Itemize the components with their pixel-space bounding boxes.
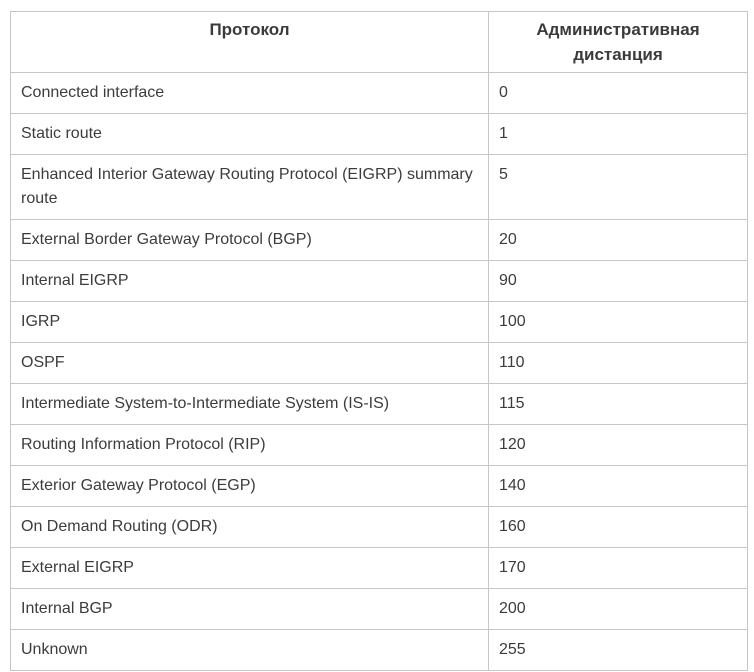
protocol-cell: Unknown [10,629,489,671]
protocol-column-header: Протокол [10,11,489,73]
protocol-cell: Internal BGP [10,588,489,630]
distance-cell: 20 [488,219,748,261]
distance-cell: 160 [488,506,748,548]
distance-cell: 120 [488,424,748,466]
protocol-cell: Intermediate System-to-Intermediate Syst… [10,383,489,425]
distance-cell: 100 [488,301,748,343]
protocol-cell: OSPF [10,342,489,384]
table-row: Connected interface 0 [10,72,748,114]
table-row: Intermediate System-to-Intermediate Syst… [10,383,748,425]
table-row: Unknown 255 [10,629,748,671]
distance-cell: 255 [488,629,748,671]
distance-cell: 170 [488,547,748,589]
protocol-cell: IGRP [10,301,489,343]
protocol-cell: On Demand Routing (ODR) [10,506,489,548]
distance-cell: 0 [488,72,748,114]
table-row: Internal EIGRP 90 [10,260,748,302]
distance-cell: 140 [488,465,748,507]
protocol-cell: Internal EIGRP [10,260,489,302]
table-row: External EIGRP 170 [10,547,748,589]
protocol-cell: Routing Information Protocol (RIP) [10,424,489,466]
administrative-distance-table: Протокол Административная дистанция Conn… [10,11,748,671]
protocol-cell: Static route [10,113,489,155]
distance-cell: 115 [488,383,748,425]
protocol-cell: Exterior Gateway Protocol (EGP) [10,465,489,507]
distance-cell: 90 [488,260,748,302]
table-row: Enhanced Interior Gateway Routing Protoc… [10,154,748,220]
protocol-cell: Enhanced Interior Gateway Routing Protoc… [10,154,489,220]
table-row: OSPF 110 [10,342,748,384]
distance-cell: 110 [488,342,748,384]
protocol-cell: External EIGRP [10,547,489,589]
table-header: Протокол Административная дистанция [10,11,748,73]
distance-cell: 1 [488,113,748,155]
table-row: IGRP 100 [10,301,748,343]
table-row: Static route 1 [10,113,748,155]
table-row: On Demand Routing (ODR) 160 [10,506,748,548]
table-row: Exterior Gateway Protocol (EGP) 140 [10,465,748,507]
protocol-cell: External Border Gateway Protocol (BGP) [10,219,489,261]
table-row: Routing Information Protocol (RIP) 120 [10,424,748,466]
table-row: Internal BGP 200 [10,588,748,630]
distance-column-header: Административная дистанция [488,11,748,73]
protocol-cell: Connected interface [10,72,489,114]
distance-cell: 200 [488,588,748,630]
header-row: Протокол Административная дистанция [10,11,748,73]
distance-cell: 5 [488,154,748,220]
table-body: Connected interface 0 Static route 1 Enhance… [10,72,748,671]
table-row: External Border Gateway Protocol (BGP) 20 [10,219,748,261]
